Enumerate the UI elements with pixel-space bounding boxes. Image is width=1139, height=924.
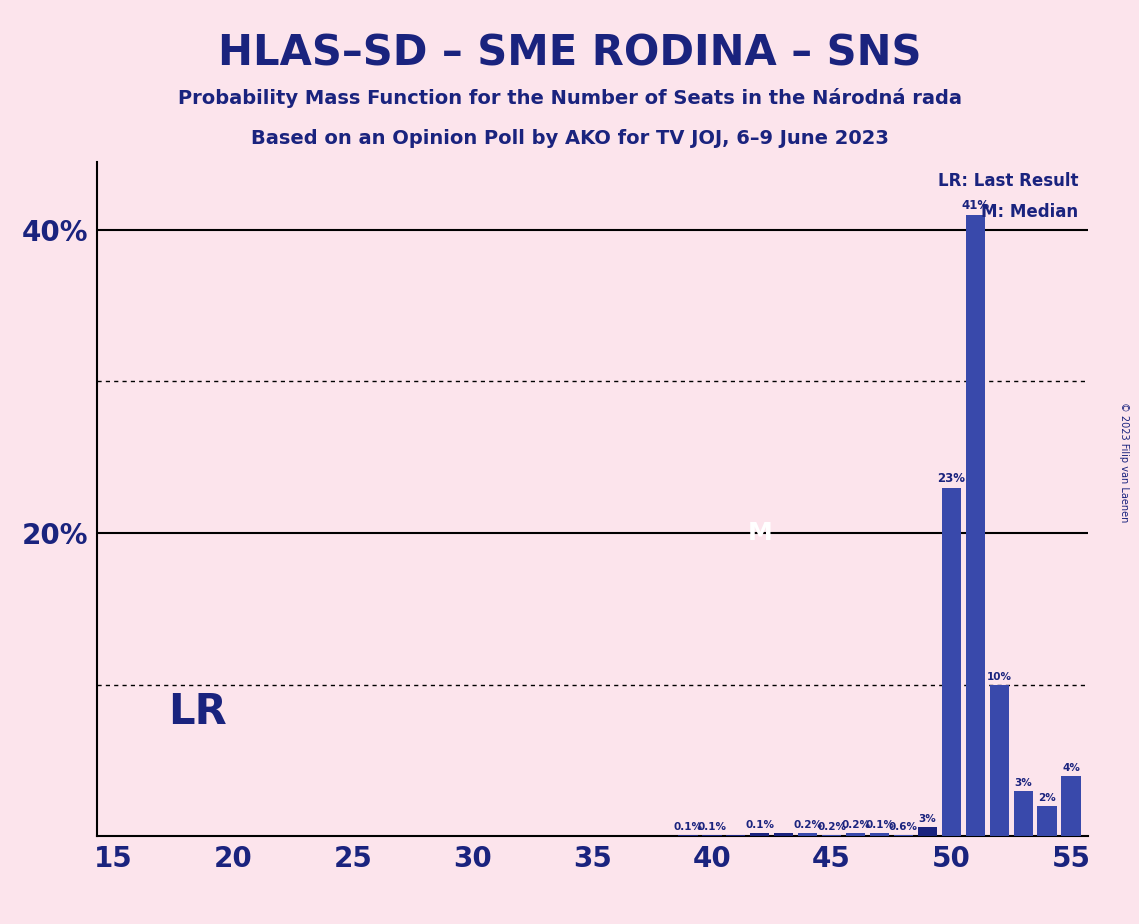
Bar: [822, 834, 842, 836]
Text: Based on an Opinion Poll by AKO for TV JOJ, 6–9 June 2023: Based on an Opinion Poll by AKO for TV J…: [251, 129, 888, 149]
Bar: [894, 834, 913, 836]
Bar: [870, 833, 890, 836]
Bar: [679, 834, 697, 836]
Bar: [1014, 791, 1033, 836]
Bar: [798, 833, 818, 836]
Bar: [727, 834, 745, 836]
Text: 0.2%: 0.2%: [841, 821, 870, 830]
Text: Probability Mass Function for the Number of Seats in the Národná rada: Probability Mass Function for the Number…: [178, 88, 961, 108]
Text: 3%: 3%: [1014, 778, 1032, 788]
Bar: [966, 214, 985, 836]
Text: 0.1%: 0.1%: [745, 821, 775, 830]
Bar: [846, 833, 866, 836]
Text: 0.1%: 0.1%: [673, 821, 703, 832]
Bar: [775, 833, 794, 836]
Text: 23%: 23%: [937, 471, 966, 484]
Text: LR: Last Result: LR: Last Result: [937, 172, 1079, 190]
Text: M: Median: M: Median: [981, 202, 1079, 221]
Text: 10%: 10%: [986, 672, 1011, 682]
Text: 0.1%: 0.1%: [865, 821, 894, 830]
Text: 2%: 2%: [1038, 793, 1056, 803]
Text: 3%: 3%: [918, 814, 936, 824]
Text: © 2023 Filip van Laenen: © 2023 Filip van Laenen: [1120, 402, 1129, 522]
Bar: [751, 833, 770, 836]
Text: HLAS–SD – SME RODINA – SNS: HLAS–SD – SME RODINA – SNS: [218, 32, 921, 74]
Text: 0.1%: 0.1%: [697, 821, 727, 832]
Text: M: M: [747, 521, 772, 545]
Bar: [918, 827, 937, 836]
Bar: [1062, 775, 1081, 836]
Bar: [703, 834, 721, 836]
Text: LR: LR: [167, 691, 227, 733]
Bar: [990, 685, 1009, 836]
Text: 4%: 4%: [1062, 762, 1080, 772]
Bar: [1038, 806, 1057, 836]
Text: 0.2%: 0.2%: [793, 821, 822, 830]
Bar: [942, 488, 961, 836]
Text: 0.2%: 0.2%: [817, 821, 846, 832]
Text: 41%: 41%: [961, 199, 990, 212]
Text: 0.6%: 0.6%: [888, 821, 918, 832]
